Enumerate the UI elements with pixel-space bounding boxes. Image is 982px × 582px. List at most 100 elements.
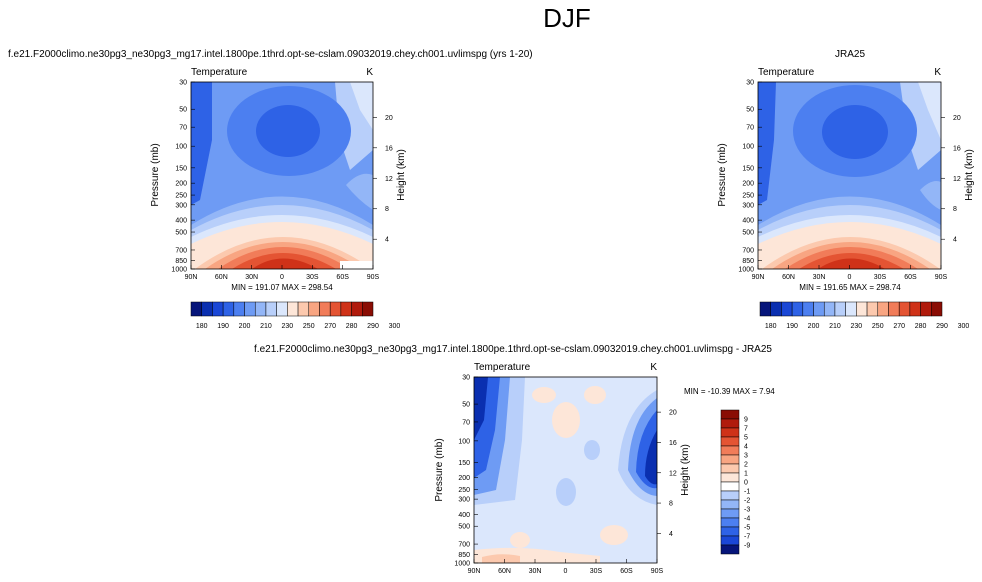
y-tick-label: 100 — [742, 144, 754, 151]
colorbar-swatch — [308, 301, 320, 317]
colorbar-label: 9 — [744, 417, 748, 424]
colorbar-label: 210 — [829, 323, 841, 330]
colorbar-swatch — [759, 301, 771, 317]
colorbar-label: -5 — [744, 525, 750, 532]
y-tick-label: 850 — [458, 552, 470, 559]
colorbar-label: 190 — [786, 323, 798, 330]
colorbar-swatch — [888, 301, 900, 317]
colorbar-label: -4 — [744, 516, 750, 523]
colorbar-swatch — [265, 301, 277, 317]
panel-diff: f.e21.F2000climo.ne30pg3_ne30pg3_mg17.in… — [254, 344, 775, 575]
colorbar-swatch — [931, 301, 943, 317]
panel-diff-y-ticks: 30 50 70 100 150 200 250 300 400 500 700 850 1000 — [454, 375, 478, 568]
colorbar-label: 270 — [893, 323, 905, 330]
y2-tick-label: 12 — [669, 470, 677, 477]
colorbar-swatch — [340, 301, 352, 317]
x-tick-label: 30S — [874, 274, 887, 281]
y-tick-label: 1000 — [171, 267, 187, 274]
y-tick-label: 300 — [742, 202, 754, 209]
panel-model-ylabel: Pressure (mb) — [150, 143, 161, 206]
panel-obs-stats: MIN = 191.65 MAX = 298.74 — [799, 283, 901, 292]
x-tick-label: 60N — [215, 274, 228, 281]
y-tick-label: 300 — [458, 497, 470, 504]
panel-model-variable: Temperature — [191, 67, 248, 78]
y2-tick-label: 12 — [385, 176, 393, 183]
colorbar-swatch — [866, 301, 879, 317]
y-tick-label: 400 — [742, 218, 754, 225]
panel-obs-y-ticks: 30 50 70 100 150 200 250 300 400 500 700 850 1000 — [738, 80, 762, 274]
y-tick-label: 850 — [175, 258, 187, 265]
colorbar-swatch — [297, 301, 310, 317]
y-tick-label: 700 — [742, 247, 754, 254]
colorbar-label: 300 — [958, 323, 970, 330]
colorbar-swatch — [287, 301, 299, 317]
colorbar-swatch — [856, 301, 868, 317]
panel-diff-ylabel: Pressure (mb) — [434, 438, 445, 501]
colorbar-swatch — [720, 409, 740, 420]
y-tick-label: 100 — [175, 144, 187, 151]
panel-model-units: K — [366, 67, 373, 78]
y-tick-label: 30 — [462, 375, 470, 382]
x-tick-label: 0 — [848, 274, 852, 281]
x-tick-label: 0 — [280, 274, 284, 281]
x-tick-label: 60N — [498, 568, 511, 575]
y2-tick-label: 8 — [669, 501, 673, 508]
colorbar-swatch — [802, 301, 814, 317]
colorbar-swatch — [781, 301, 793, 317]
panel-model-y2-ticks: 20 16 12 8 4 — [373, 115, 393, 244]
colorbar-swatch — [720, 463, 740, 474]
x-tick-label: 90N — [185, 274, 198, 281]
colorbar-label: 180 — [196, 323, 208, 330]
colorbar-label: 290 — [936, 323, 948, 330]
x-tick-label: 30N — [245, 274, 258, 281]
colorbar-swatch — [720, 472, 740, 483]
colorbar-label: 300 — [389, 323, 401, 330]
y-tick-label: 150 — [458, 460, 470, 467]
colorbar-swatch — [720, 436, 740, 447]
y-tick-label: 250 — [458, 487, 470, 494]
y-tick-label: 50 — [462, 402, 470, 409]
colorbar-label: -1 — [744, 489, 750, 496]
colorbar-swatch — [222, 301, 235, 317]
y2-tick-label: 4 — [385, 237, 389, 244]
panel-diff-variable: Temperature — [474, 362, 531, 373]
y-tick-label: 300 — [175, 202, 187, 209]
colorbar-label: 180 — [765, 323, 777, 330]
y-tick-label: 400 — [458, 512, 470, 519]
y-tick-label: 850 — [742, 258, 754, 265]
colorbar-label: -3 — [744, 507, 750, 514]
colorbar-label: 4 — [744, 444, 748, 451]
y-tick-label: 700 — [458, 542, 470, 549]
panel-obs-x-ticks: 90N 60N 30N 0 30S 60S 90S — [752, 265, 948, 281]
y-tick-label: 400 — [175, 218, 187, 225]
x-tick-label: 60S — [336, 274, 349, 281]
y2-tick-label: 4 — [953, 237, 957, 244]
y-tick-label: 1000 — [738, 267, 754, 274]
y-tick-label: 250 — [175, 193, 187, 200]
y-tick-label: 1000 — [454, 561, 470, 568]
x-tick-label: 0 — [564, 568, 568, 575]
colorbar-swatch — [720, 526, 740, 537]
colorbar-swatch — [254, 301, 267, 317]
colorbar-swatch — [845, 301, 857, 317]
colorbar-label: 7 — [744, 426, 748, 433]
panel-diff-stats: MIN = -10.39 MAX = 7.94 — [684, 387, 775, 396]
y-tick-label: 200 — [742, 181, 754, 188]
colorbar-label: -9 — [744, 543, 750, 550]
colorbar-swatch — [319, 301, 331, 317]
y2-tick-label: 16 — [669, 440, 677, 447]
colorbar-label: 230 — [851, 323, 863, 330]
colorbar-swatch — [212, 301, 224, 317]
y2-tick-label: 8 — [385, 206, 389, 213]
colorbar-swatch — [720, 535, 740, 546]
colorbar-swatch — [720, 454, 740, 465]
panel-model-x-ticks: 90N 60N 30N 0 30S 60S 90S — [185, 265, 380, 281]
panel-model: f.e21.F2000climo.ne30pg3_ne30pg3_mg17.in… — [8, 49, 533, 330]
panel-model-colorbar: 180 190 200 210 230 250 270 280 290 300 — [190, 301, 401, 330]
y-tick-label: 500 — [742, 230, 754, 237]
colorbar-swatch — [909, 301, 921, 317]
colorbar-swatch — [720, 427, 740, 438]
y-tick-label: 100 — [458, 438, 470, 445]
colorbar-label: -7 — [744, 534, 750, 541]
x-tick-label: 60N — [782, 274, 795, 281]
